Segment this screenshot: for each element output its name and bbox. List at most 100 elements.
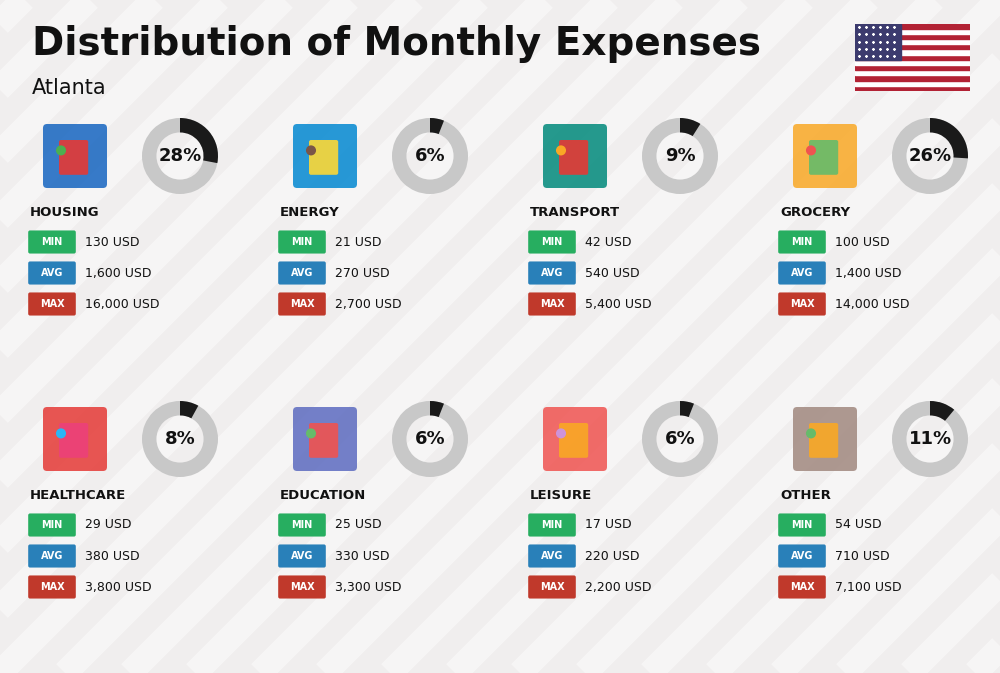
Bar: [855, 60, 970, 65]
Text: 54 USD: 54 USD: [835, 518, 882, 532]
Text: MIN: MIN: [791, 520, 813, 530]
Bar: [855, 81, 970, 85]
Circle shape: [306, 428, 316, 438]
Wedge shape: [680, 118, 700, 136]
FancyBboxPatch shape: [28, 293, 76, 316]
Text: 14,000 USD: 14,000 USD: [835, 297, 910, 310]
FancyBboxPatch shape: [778, 230, 826, 254]
FancyBboxPatch shape: [528, 261, 576, 285]
FancyBboxPatch shape: [528, 230, 576, 254]
Text: MAX: MAX: [790, 299, 814, 309]
Bar: [855, 85, 970, 91]
FancyBboxPatch shape: [793, 407, 857, 471]
FancyBboxPatch shape: [28, 575, 76, 598]
Bar: [855, 24, 901, 60]
FancyBboxPatch shape: [278, 544, 326, 567]
Bar: [855, 65, 970, 70]
Bar: [855, 44, 970, 49]
Text: 6%: 6%: [415, 147, 445, 165]
Text: Atlanta: Atlanta: [32, 78, 107, 98]
FancyBboxPatch shape: [528, 575, 576, 598]
Text: AVG: AVG: [41, 551, 63, 561]
FancyBboxPatch shape: [778, 575, 826, 598]
Text: AVG: AVG: [291, 268, 313, 278]
FancyBboxPatch shape: [528, 544, 576, 567]
Text: AVG: AVG: [41, 268, 63, 278]
FancyBboxPatch shape: [28, 261, 76, 285]
Text: MIN: MIN: [541, 237, 563, 247]
FancyBboxPatch shape: [528, 513, 576, 536]
Bar: [855, 75, 970, 81]
Text: HEALTHCARE: HEALTHCARE: [30, 489, 126, 502]
Wedge shape: [142, 118, 218, 194]
Text: 28%: 28%: [158, 147, 202, 165]
Text: AVG: AVG: [791, 268, 813, 278]
FancyBboxPatch shape: [559, 140, 588, 175]
FancyBboxPatch shape: [59, 140, 88, 175]
Text: TRANSPORT: TRANSPORT: [530, 206, 620, 219]
Wedge shape: [642, 118, 718, 194]
FancyBboxPatch shape: [793, 124, 857, 188]
Circle shape: [556, 145, 566, 155]
Text: 130 USD: 130 USD: [85, 236, 140, 248]
FancyBboxPatch shape: [309, 140, 338, 175]
Text: MIN: MIN: [291, 520, 313, 530]
FancyBboxPatch shape: [809, 423, 838, 458]
Circle shape: [56, 428, 66, 438]
Bar: [855, 55, 970, 60]
Text: 26%: 26%: [908, 147, 952, 165]
Text: 11%: 11%: [908, 430, 952, 448]
Text: OTHER: OTHER: [780, 489, 831, 502]
Text: 2,700 USD: 2,700 USD: [335, 297, 402, 310]
Text: 6%: 6%: [415, 430, 445, 448]
FancyBboxPatch shape: [43, 407, 107, 471]
Wedge shape: [180, 118, 218, 163]
FancyBboxPatch shape: [778, 293, 826, 316]
Text: MIN: MIN: [41, 237, 63, 247]
Bar: [855, 24, 970, 29]
Bar: [855, 34, 970, 39]
FancyBboxPatch shape: [28, 230, 76, 254]
Circle shape: [306, 145, 316, 155]
Text: 42 USD: 42 USD: [585, 236, 632, 248]
Text: 17 USD: 17 USD: [585, 518, 632, 532]
Text: 2,200 USD: 2,200 USD: [585, 581, 652, 594]
FancyBboxPatch shape: [278, 230, 326, 254]
Text: 540 USD: 540 USD: [585, 267, 640, 279]
FancyBboxPatch shape: [278, 293, 326, 316]
FancyBboxPatch shape: [43, 124, 107, 188]
Wedge shape: [892, 401, 968, 477]
Text: AVG: AVG: [791, 551, 813, 561]
Text: 9%: 9%: [665, 147, 695, 165]
FancyBboxPatch shape: [528, 293, 576, 316]
Wedge shape: [430, 401, 444, 417]
FancyBboxPatch shape: [59, 423, 88, 458]
Text: 100 USD: 100 USD: [835, 236, 890, 248]
Wedge shape: [930, 401, 954, 421]
Text: 16,000 USD: 16,000 USD: [85, 297, 160, 310]
FancyBboxPatch shape: [809, 140, 838, 175]
FancyBboxPatch shape: [278, 513, 326, 536]
FancyBboxPatch shape: [543, 124, 607, 188]
Text: AVG: AVG: [541, 268, 563, 278]
Text: HOUSING: HOUSING: [30, 206, 100, 219]
FancyBboxPatch shape: [293, 407, 357, 471]
Text: 220 USD: 220 USD: [585, 549, 640, 563]
Text: MAX: MAX: [40, 299, 64, 309]
Text: MIN: MIN: [41, 520, 63, 530]
Text: MAX: MAX: [540, 582, 564, 592]
FancyBboxPatch shape: [778, 261, 826, 285]
Text: 3,300 USD: 3,300 USD: [335, 581, 401, 594]
Wedge shape: [892, 118, 968, 194]
Bar: [855, 70, 970, 75]
FancyBboxPatch shape: [778, 544, 826, 567]
Wedge shape: [142, 401, 218, 477]
Text: 29 USD: 29 USD: [85, 518, 132, 532]
Text: 6%: 6%: [665, 430, 695, 448]
Text: Distribution of Monthly Expenses: Distribution of Monthly Expenses: [32, 25, 761, 63]
Text: 21 USD: 21 USD: [335, 236, 381, 248]
Bar: [855, 39, 970, 44]
Wedge shape: [180, 401, 198, 419]
Circle shape: [556, 428, 566, 438]
Text: EDUCATION: EDUCATION: [280, 489, 366, 502]
